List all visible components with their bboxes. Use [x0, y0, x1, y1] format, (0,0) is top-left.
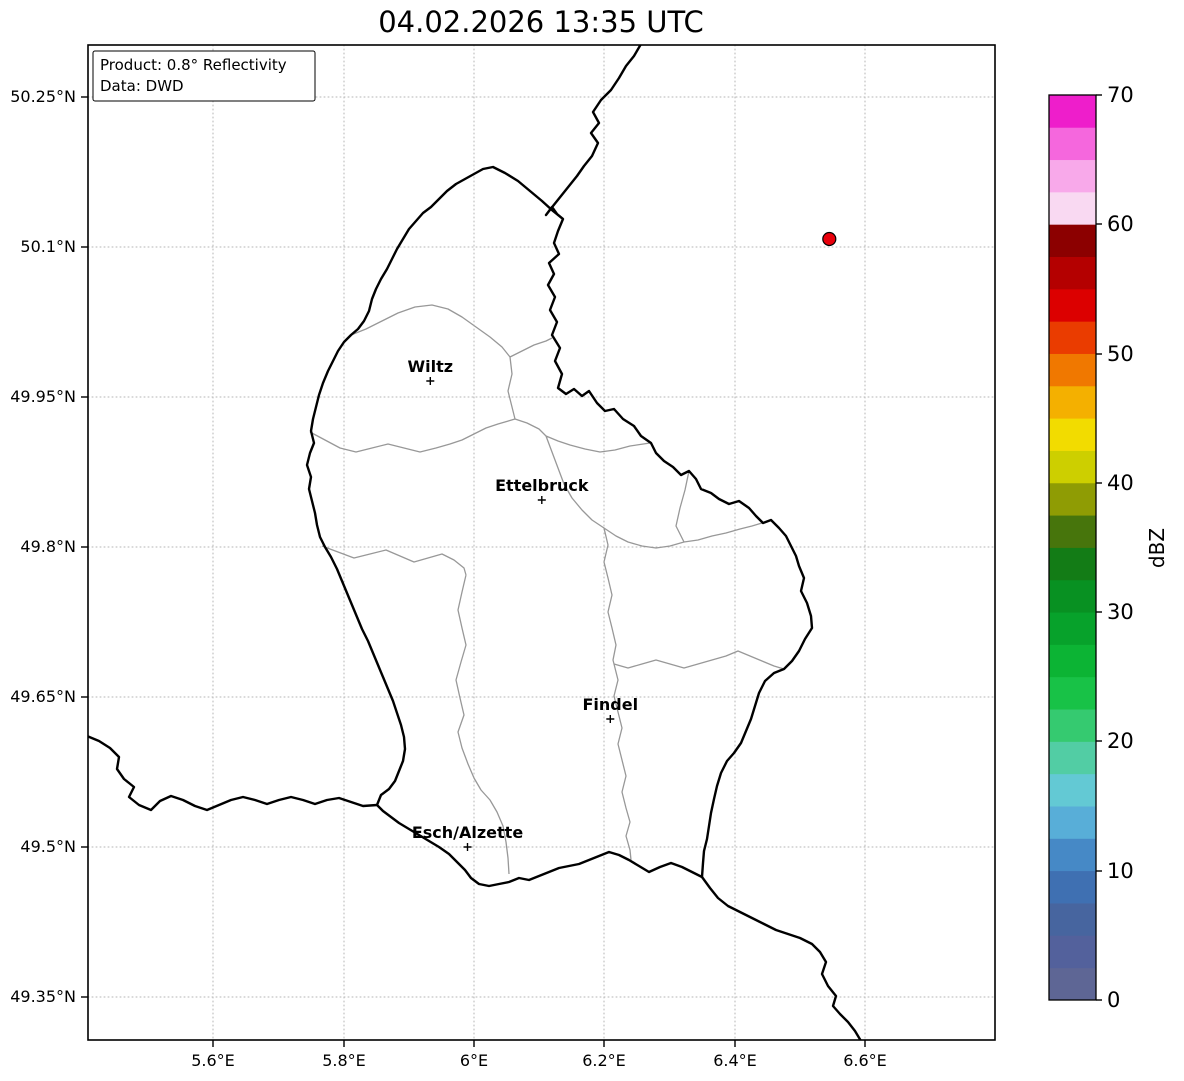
y-tick-label: 49.95°N	[10, 387, 76, 406]
colorbar-frame	[1048, 94, 1097, 1001]
y-tick-label: 49.8°N	[20, 537, 76, 556]
figure-title: 04.02.2026 13:35 UTC	[378, 5, 704, 39]
y-axis: 50.25°N 50.1°N 49.95°N 49.8°N 49.65°N 49…	[10, 87, 88, 1006]
city-label: Findel	[583, 695, 639, 714]
y-tick-label: 50.1°N	[20, 237, 76, 256]
colorbar-segment	[1049, 903, 1096, 936]
colorbar-unit-label: dBZ	[1145, 528, 1169, 568]
belgium-germany-border-path	[544, 45, 642, 220]
colorbar-tick-label: 10	[1107, 859, 1134, 883]
radar-detection-dot	[822, 231, 837, 247]
colorbar-segment	[1049, 741, 1096, 775]
colorbar-segment	[1049, 806, 1096, 839]
y-tick-label: 50.25°N	[10, 87, 76, 106]
info-product: Product: 0.8° Reflectivity	[100, 56, 287, 74]
colorbar: 0 10 20 30 40 50 60 70 dBZ	[1048, 83, 1169, 1012]
gridlines	[87, 44, 996, 1041]
map-area: Wiltz Ettelbruck Findel Esch/Alzette	[88, 45, 862, 1040]
colorbar-segment	[1049, 612, 1096, 645]
city-marker-findel: Findel	[583, 695, 639, 723]
x-tick-label: 6.4°E	[713, 1051, 757, 1070]
colorbar-tick-label: 40	[1107, 471, 1134, 495]
city-label: Esch/Alzette	[412, 823, 524, 842]
x-tick-label: 5.8°E	[322, 1051, 366, 1070]
city-marker-wiltz: Wiltz	[408, 357, 454, 385]
x-tick-label: 6.6°E	[843, 1051, 887, 1070]
x-tick-marks	[212, 1040, 866, 1047]
x-tick-label: 6.2°E	[582, 1051, 626, 1070]
colorbar-segment	[1049, 288, 1096, 322]
colorbar-segment	[1049, 418, 1096, 451]
luxembourg-border-path	[305, 165, 814, 888]
info-box: Product: 0.8° Reflectivity Data: DWD	[92, 50, 316, 102]
colorbar-segment	[1049, 967, 1096, 1001]
colorbar-segment	[1049, 870, 1096, 904]
colorbar-tick-label: 0	[1107, 988, 1120, 1012]
colorbar-segment	[1049, 547, 1096, 581]
colorbar-segment	[1049, 127, 1096, 161]
colorbar-segment	[1049, 385, 1096, 419]
city-marker-ettelbruck: Ettelbruck	[495, 476, 589, 504]
colorbar-segment	[1049, 676, 1096, 710]
axes-frame	[87, 44, 996, 1041]
info-box-frame	[92, 50, 316, 102]
colorbar-segment	[1049, 838, 1096, 872]
colorbar-tick-label: 60	[1107, 212, 1134, 236]
y-tick-label: 49.5°N	[20, 837, 76, 856]
france-belgium-border-path	[88, 735, 378, 812]
colorbar-segment	[1049, 159, 1096, 193]
colorbar-segment	[1049, 644, 1096, 678]
info-source: Data: DWD	[100, 77, 184, 95]
plus-marker-icon	[426, 377, 435, 385]
x-tick-label: 5.6°E	[191, 1051, 235, 1070]
city-marker-esch-alzette: Esch/Alzette	[412, 823, 524, 851]
canton-boundaries-path	[309, 304, 785, 875]
colorbar-segment	[1049, 935, 1096, 969]
colorbar-tick-label: 20	[1107, 729, 1134, 753]
cities: Wiltz Ettelbruck Findel Esch/Alzette	[408, 357, 639, 851]
y-tick-marks	[81, 96, 88, 998]
colorbar-segment	[1049, 353, 1096, 387]
city-label: Ettelbruck	[495, 476, 589, 495]
plus-marker-icon	[463, 843, 472, 851]
plus-marker-icon	[606, 715, 615, 723]
colorbar-segment	[1049, 579, 1096, 613]
x-axis: 5.6°E 5.8°E 6°E 6.2°E 6.4°E 6.6°E	[191, 1040, 887, 1070]
colorbar-segment	[1049, 224, 1096, 258]
y-tick-label: 49.65°N	[10, 687, 76, 706]
colorbar-segment	[1049, 773, 1096, 807]
colorbar-segment	[1049, 256, 1096, 290]
colorbar-segment	[1049, 450, 1096, 484]
colorbar-segment	[1049, 515, 1096, 548]
colorbar-tick-label: 70	[1107, 83, 1134, 107]
france-germany-border-path	[701, 876, 862, 1040]
colorbar-segment	[1049, 95, 1096, 128]
colorbar-segment	[1049, 709, 1096, 742]
y-tick-label: 49.35°N	[10, 987, 76, 1006]
colorbar-tick-label: 30	[1107, 600, 1134, 624]
x-tick-label: 6°E	[460, 1051, 488, 1070]
colorbar-segment	[1049, 191, 1096, 225]
colorbar-segment	[1049, 482, 1096, 516]
plus-marker-icon	[537, 496, 546, 504]
city-label: Wiltz	[408, 357, 454, 376]
colorbar-tick-marks	[1096, 94, 1102, 1001]
colorbar-segment	[1049, 321, 1096, 354]
colorbar-segments	[1049, 95, 1096, 1001]
colorbar-tick-label: 50	[1107, 342, 1134, 366]
